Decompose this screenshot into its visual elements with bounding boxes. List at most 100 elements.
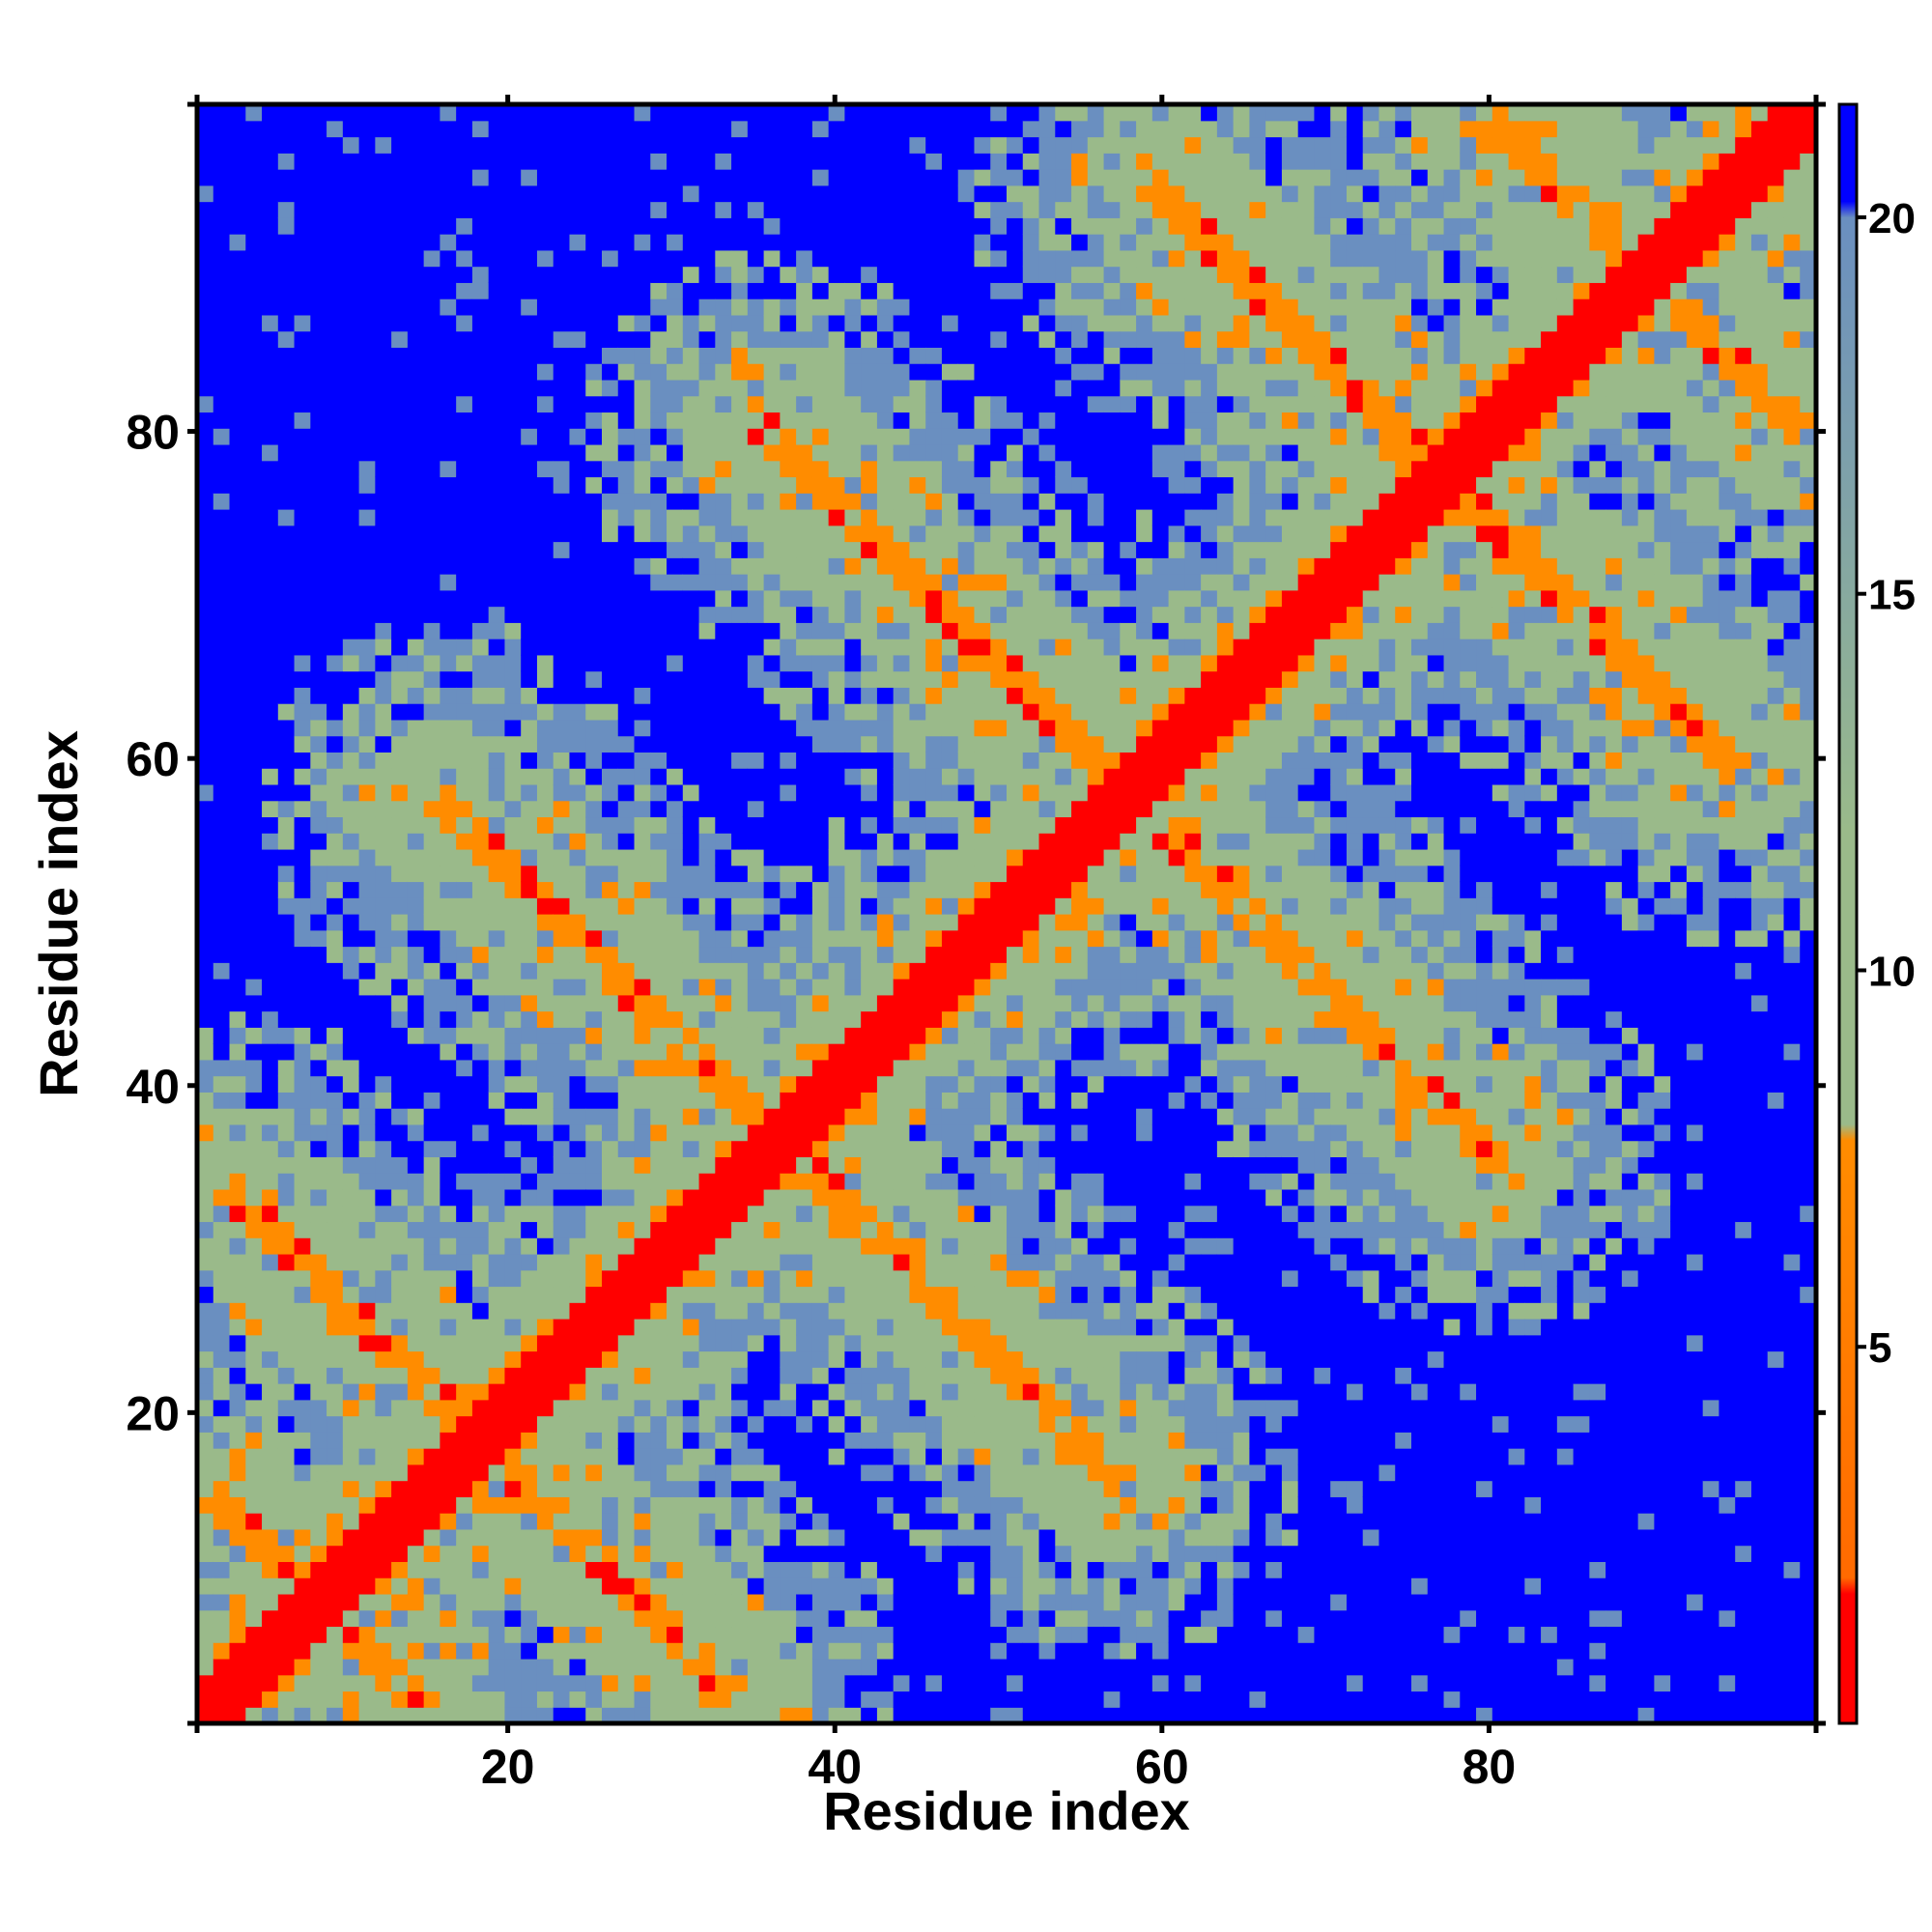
heatmap-cell [876,1674,895,1692]
heatmap-cell [731,1075,749,1093]
heatmap-cell [650,1463,668,1482]
heatmap-cell [456,1043,473,1061]
heatmap-cell [715,314,732,332]
heatmap-cell [861,509,878,526]
heatmap-cell [682,1545,700,1562]
heatmap-cell [277,153,296,170]
heatmap-cell [698,703,716,721]
heatmap-cell [391,541,409,558]
heatmap-cell [327,120,344,138]
heatmap-cell [375,509,392,526]
heatmap-cell [957,249,976,268]
heatmap-cell [504,1059,522,1077]
heatmap-cell [682,687,700,704]
heatmap-cell [229,1059,246,1077]
heatmap-cell [504,379,522,397]
heatmap-cell [488,460,506,478]
heatmap-cell [682,557,700,575]
heatmap-cell [471,266,490,283]
heatmap-cell [504,1593,522,1611]
heatmap-cell [667,395,684,413]
heatmap-cell [747,1383,765,1401]
heatmap-cell [780,1156,797,1174]
heatmap-cell [990,946,1008,963]
heatmap-cell [957,1496,976,1514]
heatmap-cell [213,525,231,543]
heatmap-cell [471,865,490,883]
heatmap-cell [375,1690,392,1708]
heatmap-cell [310,1593,327,1611]
heatmap-cell [796,897,813,915]
heatmap-cell [861,395,878,413]
heatmap-cell [957,1302,976,1320]
heatmap-cell [440,1140,457,1157]
heatmap-cell [828,1496,845,1514]
heatmap-cell [763,1286,781,1303]
heatmap-cell [521,1626,538,1643]
heatmap-cell [423,1059,440,1077]
heatmap-cell [407,1075,425,1093]
heatmap-cell [682,1334,700,1352]
heatmap-cell [471,1593,490,1611]
heatmap-cell [423,314,440,332]
heatmap-cell [407,460,425,478]
heatmap-cell [876,1108,895,1125]
heatmap-cell [861,1350,878,1368]
heatmap-cell [456,1350,473,1368]
heatmap-cell [504,1496,522,1514]
heatmap-cell [569,606,586,623]
heatmap-cell [407,1577,425,1595]
heatmap-cell [471,1188,490,1207]
heatmap-cell [796,1302,813,1320]
heatmap-cell [876,606,895,623]
heatmap-cell [504,525,522,543]
heatmap-cell [650,1528,668,1547]
heatmap-cell [277,1334,296,1352]
heatmap-cell [391,1642,409,1660]
heatmap-cell [197,1059,214,1077]
heatmap-cell [731,1156,749,1174]
heatmap-cell [456,1334,473,1352]
heatmap-cell [277,752,296,769]
heatmap-cell [229,670,246,688]
heatmap-cell [471,1075,490,1093]
heatmap-cell [617,428,636,445]
heatmap-cell [569,412,586,429]
heatmap-cell [310,1432,327,1449]
heatmap-cell [423,428,440,445]
heatmap-cell [617,1383,636,1401]
heatmap-cell [634,1545,651,1562]
heatmap-cell [213,541,231,558]
heatmap-cell [358,1642,376,1660]
heatmap-cell [358,1432,376,1449]
heatmap-cell [634,865,651,883]
heatmap-cell [407,557,425,575]
heatmap-cell [440,687,457,704]
heatmap-cell [828,1707,845,1724]
heatmap-cell [262,1286,279,1303]
heatmap-cell [667,234,684,251]
heatmap-cell [358,622,376,639]
heatmap-cell [504,1463,522,1482]
heatmap-cell [536,848,554,867]
heatmap-cell [957,1269,976,1288]
heatmap-cell [391,217,409,235]
heatmap-cell [861,347,878,364]
heatmap-cell [310,379,327,397]
heatmap-cell [747,169,765,186]
heatmap-cell [488,169,506,186]
heatmap-cell [990,428,1008,445]
heatmap-cell [213,687,231,704]
heatmap-cell [504,1367,522,1384]
heatmap-cell [876,1448,895,1465]
heatmap-cell [796,1415,813,1433]
heatmap-cell [229,201,246,218]
heatmap-cell [844,865,862,883]
heatmap-cell [262,1545,279,1562]
heatmap-cell [213,703,231,721]
heatmap-cell [585,460,603,478]
heatmap-cell [763,1075,781,1093]
heatmap-cell [861,1690,878,1708]
heatmap-cell [213,962,231,980]
heatmap-cell [456,994,473,1012]
